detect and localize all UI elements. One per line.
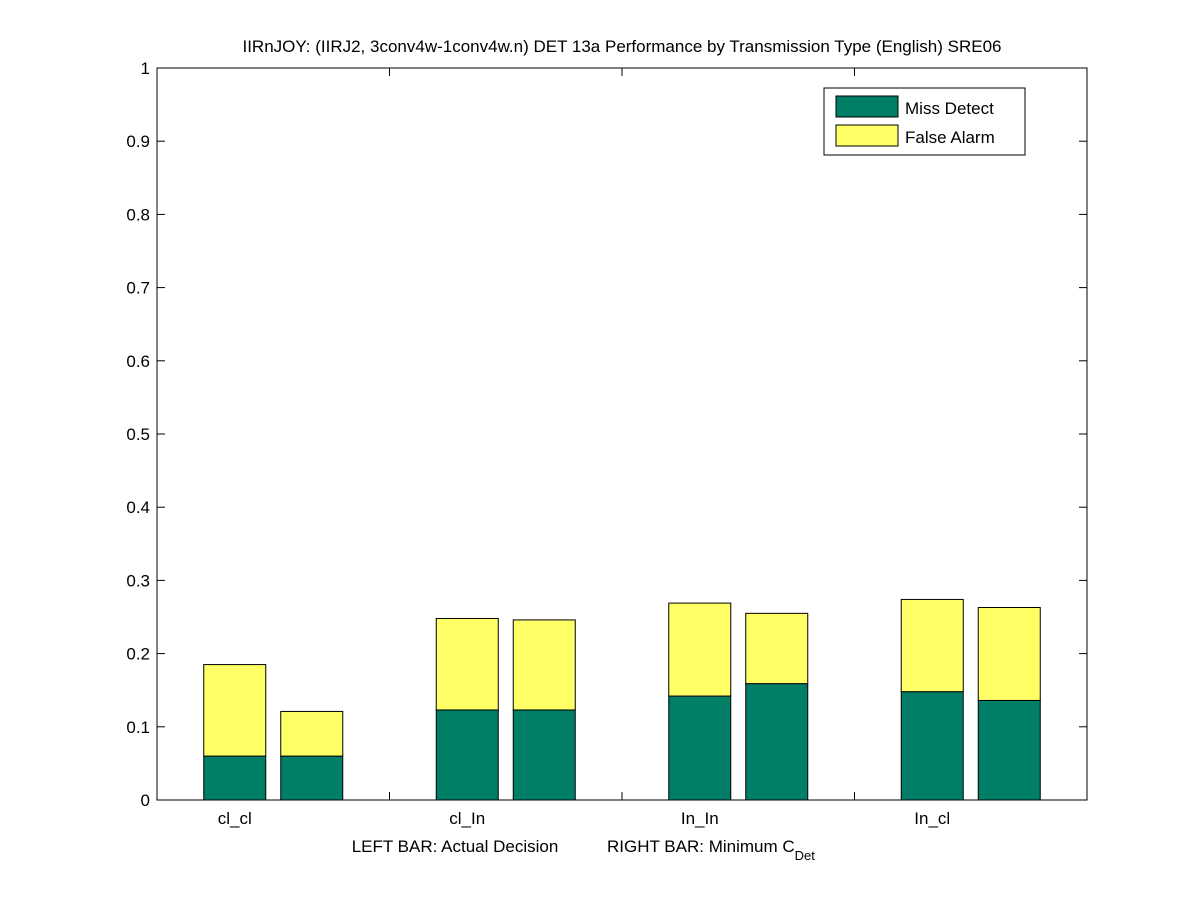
y-tick-label: 0.4 [126, 498, 150, 517]
y-tick-label: 0.3 [126, 571, 150, 590]
x-axis-label-right-subscript: Det [795, 848, 816, 863]
bar-false-alarm-actual [668, 602, 732, 697]
bar-miss-detect-minimum [977, 699, 1041, 801]
chart-title: IIRnJOY: (IIRJ2, 3conv4w-1conv4w.n) DET … [242, 37, 1001, 56]
x-axis-label-right-main: RIGHT BAR: Minimum C [607, 837, 795, 856]
y-tick-label: 0.7 [126, 279, 150, 298]
bar-false-alarm-minimum [280, 710, 344, 757]
x-axis: cl_cl cl_In In_In In_cl [218, 68, 950, 828]
x-tick-label: cl_cl [218, 809, 252, 828]
bars-layer [203, 598, 1041, 801]
x-tick-label: In_In [681, 809, 719, 828]
legend-swatch-false-alarm [835, 124, 899, 147]
bar-miss-detect-actual [435, 709, 499, 801]
x-tick-label: cl_In [449, 809, 485, 828]
bar-miss-detect-minimum [512, 709, 576, 801]
bar-miss-detect-actual [668, 695, 732, 801]
bar-false-alarm-minimum [745, 612, 809, 685]
x-tick-label: In_cl [914, 809, 950, 828]
y-tick-label: 0.6 [126, 352, 150, 371]
legend-label-false-alarm: False Alarm [905, 128, 995, 147]
y-tick-label: 0 [141, 791, 150, 810]
y-tick-label: 1 [141, 59, 150, 78]
y-tick-label: 0.5 [126, 425, 150, 444]
bar-false-alarm-actual [900, 598, 964, 693]
bar-false-alarm-minimum [977, 606, 1041, 701]
legend-swatch-miss-detect [835, 95, 899, 118]
bar-false-alarm-minimum [512, 619, 576, 711]
legend: Miss Detect False Alarm [823, 87, 1026, 156]
bar-false-alarm-actual [435, 617, 499, 711]
legend-label-miss-detect: Miss Detect [905, 99, 994, 118]
bar-miss-detect-actual [203, 755, 267, 801]
bar-miss-detect-actual [900, 691, 964, 801]
x-axis-label-left: LEFT BAR: Actual Decision [352, 837, 559, 856]
bar-miss-detect-minimum [745, 683, 809, 801]
y-axis: 0 0.1 0.2 0.3 0.4 0.5 0.6 0.7 0.8 0.9 1 [126, 59, 1087, 810]
y-tick-label: 0.9 [126, 132, 150, 151]
y-tick-label: 0.1 [126, 718, 150, 737]
y-tick-label: 0.8 [126, 205, 150, 224]
bar-miss-detect-minimum [280, 755, 344, 801]
x-axis-label-right: RIGHT BAR: Minimum CDet [607, 837, 815, 863]
y-tick-label: 0.2 [126, 645, 150, 664]
bar-false-alarm-actual [203, 664, 267, 757]
